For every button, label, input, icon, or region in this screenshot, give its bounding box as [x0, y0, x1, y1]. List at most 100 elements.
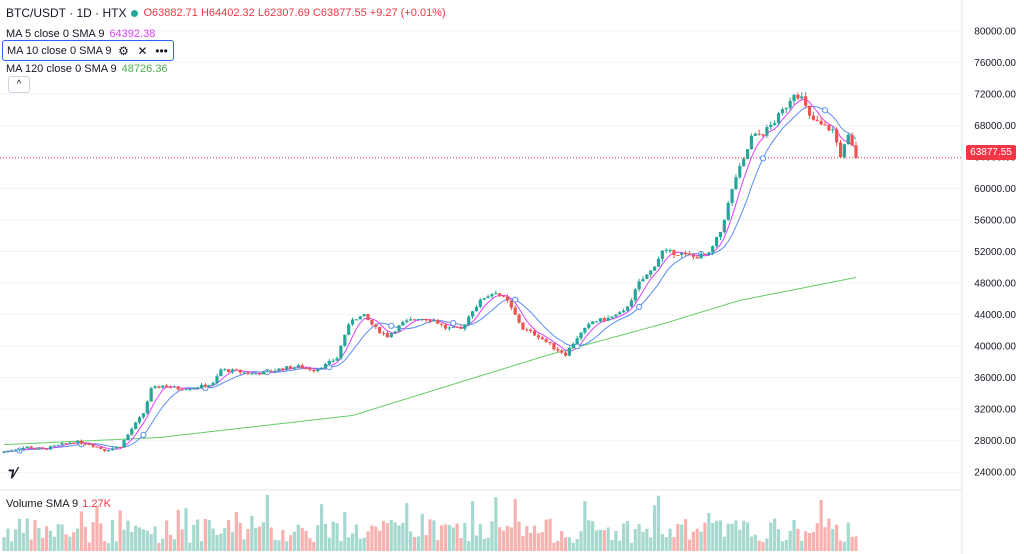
volume-bar [695, 528, 699, 551]
volume-bar [83, 526, 87, 551]
volume-bar [33, 519, 37, 551]
candle-body [676, 254, 680, 256]
candle-body [149, 388, 153, 402]
candle-body [436, 320, 440, 324]
candle-body [587, 324, 591, 328]
candle-body [440, 323, 444, 325]
volume-bar [172, 539, 176, 551]
volume-bar [91, 522, 95, 551]
candle-body [75, 440, 80, 443]
candle-body [347, 324, 351, 335]
ma5-legend[interactable]: MA 5 close 0 SMA 9 64392.38 [6, 25, 155, 42]
volume-bar [137, 527, 142, 551]
candle-body [180, 389, 184, 391]
high-value: H64402.32 [200, 7, 255, 19]
volume-bar [339, 541, 343, 551]
candle-body [765, 127, 769, 136]
volume-bar [118, 510, 122, 551]
symbol-title[interactable]: BTC/USDT · 1D · HTX [6, 6, 127, 20]
volume-bar [749, 536, 754, 551]
volume-bar [385, 523, 389, 551]
candle-body [331, 360, 335, 362]
volume-bar [258, 526, 262, 551]
volume-bar [68, 536, 72, 551]
candle-body [246, 372, 250, 374]
volume-bar [769, 522, 773, 551]
candle-body [633, 289, 637, 301]
candle-body [478, 299, 482, 307]
candle-body [714, 237, 719, 247]
settings-icon[interactable]: ⚙ [118, 43, 129, 58]
candle-body [412, 319, 417, 321]
volume-bar [242, 539, 246, 551]
tradingview-logo-icon[interactable]: ⁊⁄ [8, 466, 17, 481]
candle-body [827, 125, 831, 131]
more-icon[interactable]: ••• [155, 43, 168, 58]
volume-bar [498, 527, 502, 551]
volume-bar [25, 518, 29, 551]
volume-bar [145, 530, 149, 551]
candle-body [529, 329, 533, 331]
volume-bar [583, 501, 587, 551]
y-tick-label: 56000.00 [974, 215, 1016, 226]
volume-bar [323, 524, 328, 551]
candle-body [552, 343, 556, 350]
volume-bar [474, 535, 479, 551]
volume-bar [850, 536, 854, 551]
candle-body [6, 450, 10, 452]
y-tick-label: 28000.00 [974, 436, 1016, 447]
candle-body [153, 386, 157, 389]
candle-body [91, 444, 95, 447]
ma10-legend[interactable]: MA 10 close 0 SMA 9 ⚙ ✕ ••• [2, 40, 174, 61]
candle-body [579, 332, 583, 339]
y-tick-label: 76000.00 [974, 58, 1016, 69]
volume-bar [610, 539, 614, 551]
candle-body [730, 189, 734, 204]
volume-legend[interactable]: Volume SMA 9 1.27K [6, 498, 111, 510]
candle-body [409, 319, 413, 321]
volume-bar [529, 532, 533, 551]
ma120-legend[interactable]: MA 120 close 0 SMA 9 48726.36 [6, 60, 168, 77]
y-tick-label: 72000.00 [974, 89, 1016, 100]
volume-bar [366, 531, 370, 551]
candle-body [343, 334, 347, 346]
volume-bar [505, 525, 510, 551]
volume-bar [745, 522, 750, 551]
volume-bar [358, 538, 362, 551]
candle-body [374, 324, 378, 327]
volume-bar [517, 521, 521, 551]
volume-bar [362, 537, 366, 551]
volume-bar [343, 512, 347, 551]
collapse-legend-button[interactable]: ^ [8, 76, 30, 93]
volume-bar [436, 540, 440, 551]
volume-bar [176, 509, 180, 551]
candle-body [699, 253, 703, 259]
volume-bar [141, 529, 146, 551]
candle-body [637, 281, 641, 290]
volume-bar [327, 537, 331, 551]
candle-body [41, 447, 45, 449]
volume-bar [718, 520, 723, 551]
volume-bar [703, 522, 707, 551]
candle-body [203, 384, 207, 387]
volume-bar [463, 522, 467, 551]
volume-bar [126, 520, 130, 551]
candle-body [602, 318, 606, 321]
candle-body [560, 350, 564, 353]
close-icon[interactable]: ✕ [137, 43, 148, 58]
candle-body [490, 294, 494, 297]
candle-body [234, 369, 238, 371]
volume-bar [699, 531, 703, 551]
volume-bar [443, 524, 448, 551]
candle-body [389, 333, 393, 338]
volume-bar [594, 530, 599, 551]
candle-body [29, 446, 33, 449]
volume-bar [827, 518, 831, 551]
y-tick-label: 80000.00 [974, 26, 1016, 37]
candle-body [784, 107, 788, 110]
volume-bar [509, 527, 513, 551]
candle-body [350, 319, 355, 325]
candle-body [498, 293, 502, 296]
